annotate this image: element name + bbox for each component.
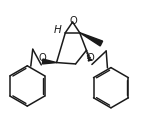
Polygon shape <box>80 33 103 46</box>
Polygon shape <box>88 55 89 56</box>
Text: H: H <box>54 25 61 35</box>
Polygon shape <box>42 59 56 64</box>
Text: O: O <box>38 53 46 63</box>
Text: O: O <box>69 16 77 27</box>
Text: O: O <box>87 53 94 63</box>
Polygon shape <box>88 57 91 59</box>
Polygon shape <box>86 50 87 52</box>
Polygon shape <box>88 59 92 61</box>
Polygon shape <box>87 52 88 54</box>
